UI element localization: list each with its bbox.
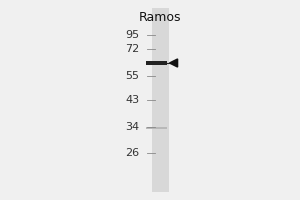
- Bar: [146, 61, 167, 65]
- Text: 43: 43: [125, 95, 140, 105]
- Polygon shape: [169, 59, 178, 67]
- Text: 34: 34: [125, 122, 140, 132]
- Text: 55: 55: [125, 71, 140, 81]
- Text: 72: 72: [125, 44, 140, 54]
- Text: 26: 26: [125, 148, 140, 158]
- Bar: [146, 127, 167, 129]
- Bar: [152, 8, 169, 192]
- Text: 95: 95: [125, 30, 140, 40]
- Text: Ramos: Ramos: [139, 11, 182, 24]
